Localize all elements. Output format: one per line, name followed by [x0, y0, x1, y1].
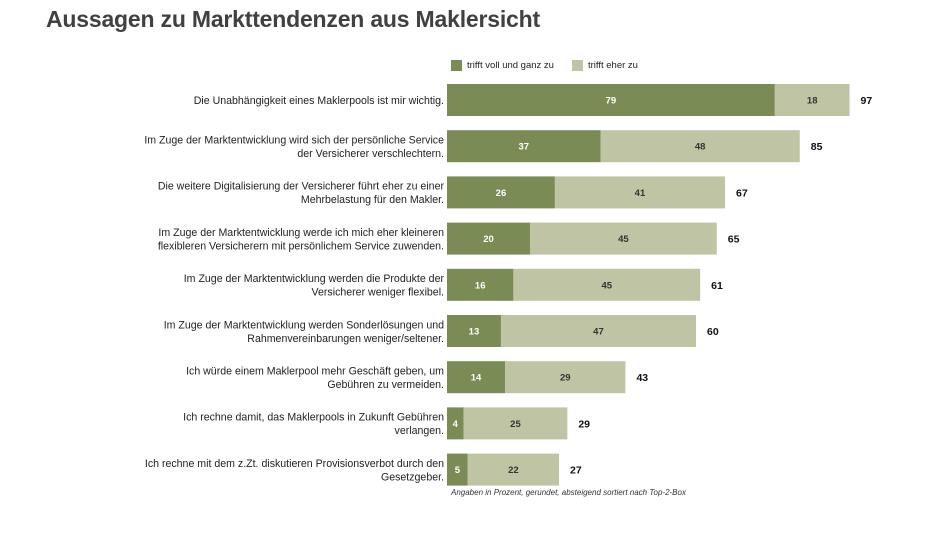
chart-footnote: Angaben in Prozent, gerundet, absteigend… [451, 488, 686, 497]
bar-partial-4 [513, 268, 701, 301]
bar-partial-5 [500, 315, 696, 347]
category-label-6-line-1: Gebühren zu vermeiden. [327, 379, 444, 391]
bar-partial-0 [774, 84, 850, 116]
value-label-partial-8: 22 [508, 465, 519, 476]
bar-partial-7 [463, 407, 568, 440]
category-label-7-line-0: Ich rechne damit, das Maklerpools in Zuk… [183, 412, 444, 424]
total-label-5: 60 [707, 326, 719, 338]
legend: trifft voll und ganz zu trifft eher zu [451, 58, 656, 72]
category-label-3-line-1: flexibleren Versicherern mit persönliche… [158, 240, 444, 252]
category-label-7-line-1: verlangen. [395, 425, 444, 437]
total-label-6: 43 [636, 372, 648, 384]
total-label-3: 65 [728, 234, 740, 246]
value-label-partial-2: 41 [635, 188, 646, 199]
total-label-2: 67 [736, 187, 748, 199]
legend-label-partial: trifft eher zu [587, 59, 638, 71]
bar-full-8 [447, 453, 468, 486]
bar-full-0 [447, 84, 775, 116]
category-label-4-line-1: Versicherer weniger flexibel. [312, 287, 444, 299]
category-label-3-line-0: Im Zuge der Marktentwicklung werde ich m… [158, 227, 444, 239]
value-label-partial-3: 45 [618, 234, 629, 245]
total-label-7: 29 [578, 418, 590, 430]
total-label-1: 85 [811, 141, 823, 153]
category-label-0-line-0: Die Unabhängigkeit eines Maklerpools ist… [194, 95, 444, 107]
bar-full-6 [447, 361, 506, 394]
legend-swatch-partial [571, 59, 583, 71]
category-label-2-line-1: Mehrbelastung für den Makler. [301, 194, 444, 206]
value-label-partial-6: 29 [560, 373, 571, 384]
category-label-5-line-1: Rahmenvereinbarungen weniger/seltener. [247, 333, 444, 345]
total-label-4: 61 [711, 280, 723, 292]
bar-partial-1 [600, 130, 800, 163]
value-label-full-3: 20 [483, 234, 494, 245]
value-label-partial-5: 47 [593, 327, 604, 338]
legend-item-full: trifft voll und ganz zu [451, 59, 554, 71]
bar-full-7 [447, 407, 464, 440]
category-label-4-line-0: Im Zuge der Marktentwicklung werden die … [184, 273, 445, 285]
bar-partial-8 [467, 453, 560, 486]
category-label-5-line-0: Im Zuge der Marktentwicklung werden Sond… [164, 319, 444, 331]
total-label-0: 97 [861, 95, 873, 107]
bar-full-1 [447, 130, 601, 163]
value-label-full-1: 37 [518, 142, 529, 153]
value-label-full-4: 16 [475, 280, 486, 291]
bar-full-5 [447, 315, 501, 347]
category-label-2-line-0: Die weitere Digitalisierung der Versiche… [158, 181, 445, 193]
value-label-full-7: 4 [453, 419, 459, 430]
value-label-partial-1: 48 [695, 142, 706, 153]
legend-swatch-full [451, 59, 462, 71]
value-label-full-0: 79 [606, 96, 617, 107]
page-title: Aussagen zu Markttendenzen aus Maklersic… [46, 6, 540, 32]
category-label-8-line-1: Gesetzgeber. [381, 471, 444, 483]
value-label-partial-4: 45 [601, 280, 612, 291]
category-label-8-line-0: Ich rechne mit dem z.Zt. diskutieren Pro… [145, 458, 444, 470]
legend-label-full: trifft voll und ganz zu [467, 59, 554, 71]
value-label-full-5: 13 [469, 327, 480, 338]
total-label-8: 27 [570, 465, 582, 477]
bar-partial-2 [554, 176, 726, 209]
category-label-6-line-0: Ich würde einem Maklerpool mehr Geschäft… [186, 365, 444, 377]
bar-partial-3 [530, 222, 717, 255]
category-label-1-line-0: Im Zuge der Marktentwicklung wird sich d… [144, 134, 444, 146]
bar-partial-6 [505, 361, 626, 394]
category-label-1-line-1: der Versicherer verschlechtern. [297, 148, 444, 160]
value-label-partial-7: 25 [510, 419, 521, 430]
value-label-partial-0: 18 [807, 96, 818, 107]
value-label-full-8: 5 [455, 465, 461, 476]
bar-full-3 [447, 222, 530, 255]
legend-item-partial: trifft eher zu [571, 59, 638, 71]
bar-full-4 [447, 268, 514, 301]
bar-full-2 [447, 176, 555, 209]
value-label-full-2: 26 [496, 188, 507, 199]
value-label-full-6: 14 [471, 373, 482, 384]
